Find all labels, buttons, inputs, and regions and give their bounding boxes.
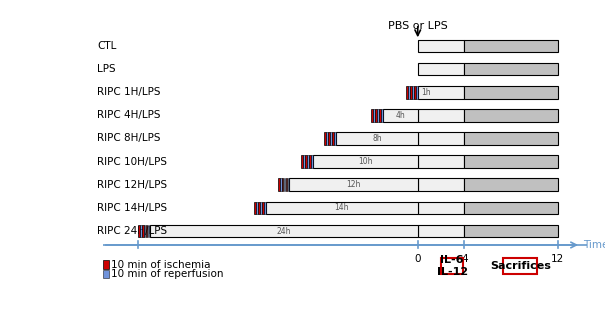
Text: Sacrifices: Sacrifices — [490, 261, 551, 271]
FancyBboxPatch shape — [441, 258, 463, 274]
Bar — [417, 202, 465, 214]
Text: 8h: 8h — [372, 134, 382, 143]
Text: RIPC 24H/LPS: RIPC 24H/LPS — [97, 226, 167, 236]
FancyBboxPatch shape — [146, 225, 148, 237]
FancyBboxPatch shape — [416, 86, 417, 99]
Text: 12: 12 — [551, 254, 564, 264]
FancyBboxPatch shape — [414, 86, 416, 99]
FancyBboxPatch shape — [332, 132, 334, 145]
FancyBboxPatch shape — [301, 155, 303, 168]
FancyBboxPatch shape — [326, 132, 328, 145]
FancyBboxPatch shape — [410, 86, 412, 99]
FancyBboxPatch shape — [138, 225, 140, 237]
Text: 24h: 24h — [276, 227, 291, 236]
Text: 14h: 14h — [335, 204, 349, 212]
Bar — [465, 86, 558, 99]
FancyBboxPatch shape — [255, 202, 257, 214]
Text: 0: 0 — [414, 254, 421, 264]
FancyBboxPatch shape — [330, 132, 332, 145]
Text: Time (hr): Time (hr) — [583, 240, 605, 250]
FancyBboxPatch shape — [287, 179, 289, 191]
FancyBboxPatch shape — [142, 225, 143, 237]
FancyBboxPatch shape — [377, 109, 379, 122]
Bar — [289, 179, 417, 191]
FancyBboxPatch shape — [329, 132, 330, 145]
Text: RIPC 14H/LPS: RIPC 14H/LPS — [97, 203, 167, 213]
FancyBboxPatch shape — [140, 225, 142, 237]
Text: 4: 4 — [461, 254, 468, 264]
FancyBboxPatch shape — [324, 132, 326, 145]
FancyBboxPatch shape — [264, 202, 266, 214]
FancyBboxPatch shape — [278, 179, 280, 191]
Text: 10 min of reperfusion: 10 min of reperfusion — [111, 269, 223, 279]
FancyBboxPatch shape — [305, 155, 307, 168]
Text: CTL: CTL — [97, 41, 116, 51]
Text: RIPC 4H/LPS: RIPC 4H/LPS — [97, 110, 160, 120]
Bar — [103, 270, 109, 278]
Bar — [465, 109, 558, 122]
FancyBboxPatch shape — [503, 258, 537, 274]
Text: PBS or LPS: PBS or LPS — [388, 21, 448, 31]
Text: 1h: 1h — [421, 88, 431, 97]
Text: RIPC 12H/LPS: RIPC 12H/LPS — [97, 180, 167, 190]
FancyBboxPatch shape — [307, 155, 309, 168]
FancyBboxPatch shape — [334, 132, 336, 145]
Text: RIPC 8H/LPS: RIPC 8H/LPS — [97, 133, 160, 143]
FancyBboxPatch shape — [379, 109, 381, 122]
Bar — [417, 155, 465, 168]
FancyBboxPatch shape — [286, 179, 287, 191]
FancyBboxPatch shape — [303, 155, 305, 168]
Bar — [417, 132, 465, 145]
Bar — [417, 86, 465, 99]
FancyBboxPatch shape — [258, 202, 260, 214]
Bar — [417, 109, 465, 122]
FancyBboxPatch shape — [311, 155, 313, 168]
FancyBboxPatch shape — [280, 179, 281, 191]
Text: RIPC 1H/LPS: RIPC 1H/LPS — [97, 87, 160, 97]
Bar — [465, 40, 558, 52]
FancyBboxPatch shape — [373, 109, 375, 122]
Bar — [465, 155, 558, 168]
Bar — [465, 132, 558, 145]
FancyBboxPatch shape — [408, 86, 410, 99]
FancyBboxPatch shape — [371, 109, 373, 122]
FancyBboxPatch shape — [284, 179, 286, 191]
FancyBboxPatch shape — [381, 109, 382, 122]
Bar — [149, 225, 417, 237]
Text: LPS: LPS — [97, 64, 116, 74]
Bar — [417, 63, 465, 76]
Bar — [417, 225, 465, 237]
FancyBboxPatch shape — [148, 225, 149, 237]
Bar — [313, 155, 417, 168]
Bar — [465, 179, 558, 191]
Bar — [417, 40, 465, 52]
Text: 4h: 4h — [396, 111, 405, 120]
FancyBboxPatch shape — [375, 109, 377, 122]
Bar — [336, 132, 417, 145]
Bar — [383, 109, 417, 122]
Bar — [266, 202, 417, 214]
FancyBboxPatch shape — [260, 202, 262, 214]
FancyBboxPatch shape — [412, 86, 414, 99]
Text: 12h: 12h — [347, 180, 361, 189]
FancyBboxPatch shape — [309, 155, 311, 168]
Bar — [103, 260, 109, 269]
FancyBboxPatch shape — [406, 86, 408, 99]
Text: RIPC 10H/LPS: RIPC 10H/LPS — [97, 156, 167, 167]
FancyBboxPatch shape — [257, 202, 258, 214]
FancyBboxPatch shape — [282, 179, 284, 191]
Bar — [417, 179, 465, 191]
Text: 10 min of ischemia: 10 min of ischemia — [111, 260, 211, 270]
Bar — [465, 63, 558, 76]
FancyBboxPatch shape — [143, 225, 145, 237]
Bar — [465, 225, 558, 237]
Bar — [465, 202, 558, 214]
Text: 10h: 10h — [358, 157, 373, 166]
FancyBboxPatch shape — [262, 202, 264, 214]
Text: IL-6
IL-12: IL-6 IL-12 — [437, 255, 468, 276]
